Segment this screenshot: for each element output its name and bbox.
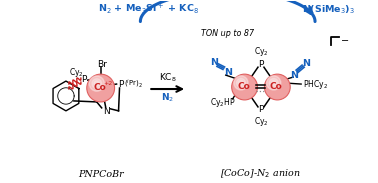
Text: Cy$_2$: Cy$_2$ — [254, 115, 268, 128]
Circle shape — [94, 81, 99, 86]
Text: −: − — [341, 36, 349, 46]
Text: Cy$_2$: Cy$_2$ — [254, 45, 268, 58]
Circle shape — [89, 76, 104, 91]
Text: Co: Co — [237, 82, 250, 91]
Circle shape — [269, 78, 278, 87]
Text: PNPCoBr: PNPCoBr — [78, 170, 124, 179]
Circle shape — [87, 74, 115, 102]
Text: P: P — [81, 75, 87, 84]
Text: N: N — [103, 107, 110, 116]
Text: N: N — [210, 58, 218, 67]
Circle shape — [92, 79, 102, 88]
Text: Co: Co — [270, 82, 283, 91]
Text: N: N — [302, 59, 310, 68]
Text: N$_2$ + Me$_3$Si$^+$ + KC$_8$: N$_2$ + Me$_3$Si$^+$ + KC$_8$ — [98, 3, 199, 16]
Text: TON up to 87: TON up to 87 — [201, 29, 254, 38]
Circle shape — [265, 74, 290, 100]
Text: PHCy$_2$: PHCy$_2$ — [303, 78, 328, 91]
Text: ($^i$Pr)$_2$: ($^i$Pr)$_2$ — [124, 78, 143, 90]
Circle shape — [266, 76, 281, 90]
Text: N$_2$: N$_2$ — [161, 92, 174, 104]
Text: Cy$_2$HP: Cy$_2$HP — [210, 96, 235, 109]
Text: N(SiMe$_3$)$_3$: N(SiMe$_3$)$_3$ — [302, 3, 355, 16]
Circle shape — [237, 78, 245, 87]
Text: KC$_8$: KC$_8$ — [159, 72, 177, 84]
Text: P: P — [119, 80, 124, 89]
Text: +2: +2 — [103, 81, 112, 86]
Text: Cy$_2$: Cy$_2$ — [70, 66, 84, 79]
Circle shape — [239, 80, 243, 85]
Circle shape — [234, 76, 248, 90]
Text: N: N — [290, 71, 298, 80]
Circle shape — [271, 80, 276, 85]
Text: [CoCo]-N$_2$ anion: [CoCo]-N$_2$ anion — [220, 167, 301, 180]
Text: Br: Br — [97, 60, 107, 69]
Circle shape — [232, 74, 257, 100]
Text: Co: Co — [93, 83, 106, 92]
Text: N: N — [224, 68, 232, 77]
Text: P: P — [258, 60, 263, 69]
Text: P: P — [258, 105, 263, 114]
